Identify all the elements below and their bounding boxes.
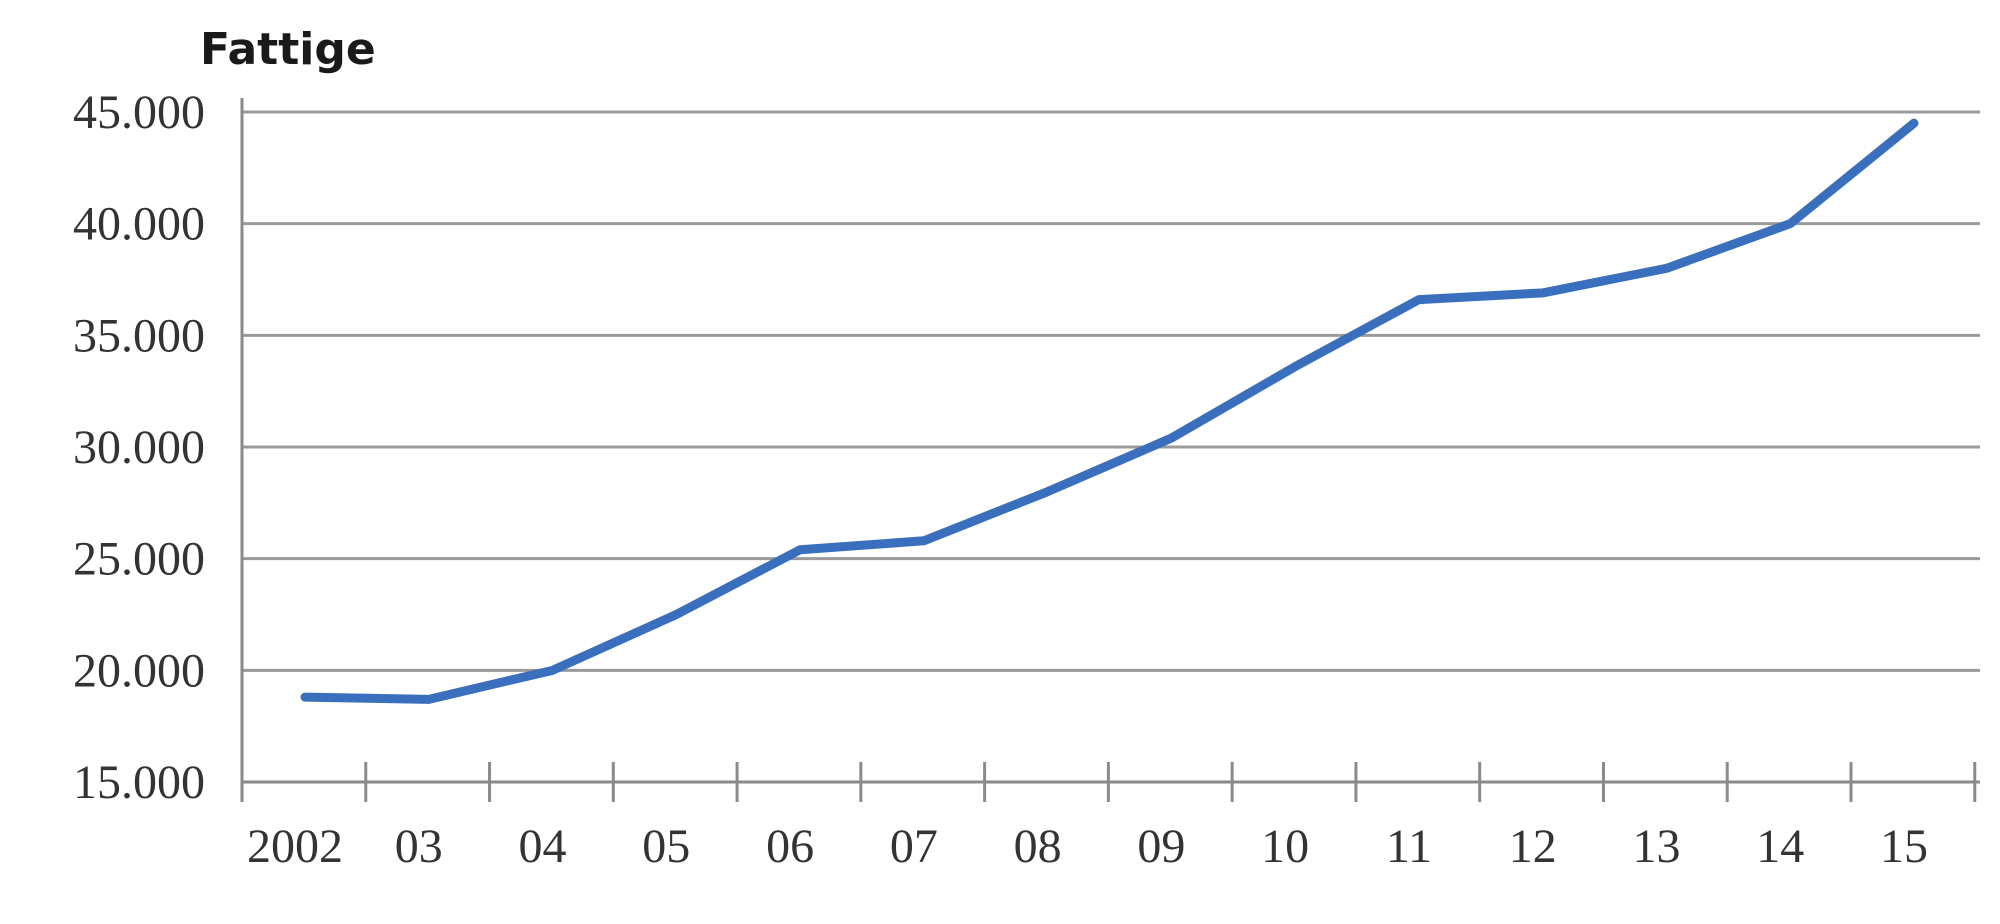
gridlines <box>242 110 1980 672</box>
data-point <box>675 613 678 616</box>
data-point <box>799 548 802 551</box>
x-tick-label: 2002 <box>247 820 343 873</box>
series-line <box>300 118 1919 704</box>
y-tick-label: 35.000 <box>73 309 205 362</box>
y-tick-label: 40.000 <box>73 198 205 251</box>
x-tick-label: 03 <box>395 820 443 873</box>
x-tick-label: 15 <box>1880 820 1928 873</box>
y-tick-label: 20.000 <box>73 644 205 697</box>
x-tick-label: 04 <box>519 820 567 873</box>
y-axis-ticks: 15.000 20.000 25.000 30.000 35.000 40.000 45.0… <box>73 86 205 809</box>
x-tick-label: 10 <box>1261 820 1309 873</box>
data-point <box>1170 437 1173 440</box>
x-tick-label: 12 <box>1509 820 1557 873</box>
x-tick-label: 09 <box>1137 820 1185 873</box>
series-group <box>300 118 1919 704</box>
x-tick-label: 11 <box>1386 820 1432 873</box>
data-point <box>304 696 306 699</box>
x-tick-label: 14 <box>1756 820 1804 873</box>
y-tick-label: 30.000 <box>73 421 205 474</box>
x-tick-label: 08 <box>1014 820 1062 873</box>
data-point <box>1541 291 1544 294</box>
axes <box>240 98 1980 784</box>
data-point <box>551 669 554 672</box>
y-tick-label: 25.000 <box>73 533 205 586</box>
y-tick-label: 15.000 <box>73 756 205 809</box>
data-point <box>1913 122 1915 125</box>
y-tick-label: 45.000 <box>73 86 205 139</box>
data-point <box>1417 298 1420 301</box>
x-axis-ticks: 2002 03 04 05 06 07 08 09 10 11 12 13 14 15 <box>240 762 1977 873</box>
x-tick-label: 13 <box>1632 820 1680 873</box>
data-point <box>1789 222 1792 225</box>
x-tick-label: 05 <box>642 820 690 873</box>
x-tick-label: 06 <box>766 820 814 873</box>
data-point <box>1665 267 1668 270</box>
data-point <box>1046 490 1049 493</box>
data-point <box>1294 365 1297 368</box>
chart-title: Fattige <box>200 24 376 75</box>
data-point <box>922 539 925 542</box>
data-point <box>427 698 430 701</box>
x-tick-label: 07 <box>890 820 938 873</box>
